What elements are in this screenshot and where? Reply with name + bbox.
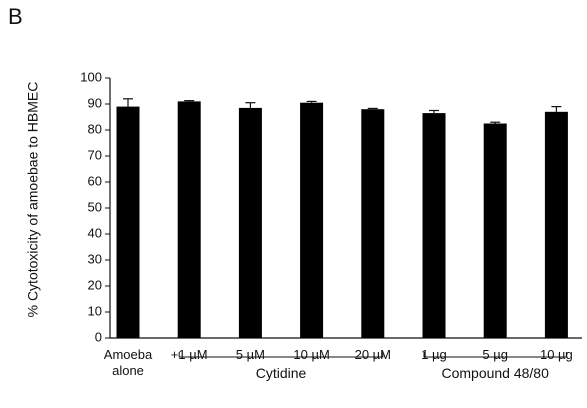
y-tick-label: 20: [88, 277, 102, 292]
y-tick-label: 60: [88, 173, 102, 188]
y-tick-label: 10: [88, 303, 102, 318]
y-tick-label: 80: [88, 121, 102, 136]
bar: [483, 123, 507, 338]
bar: [177, 101, 201, 339]
y-tick-label: 50: [88, 199, 102, 214]
bar: [422, 113, 446, 338]
bar: [116, 106, 140, 338]
x-tick-label: 10 µM: [293, 347, 330, 362]
bar: [238, 107, 262, 339]
y-tick-label: 0: [95, 329, 102, 344]
y-tick-label: 40: [88, 225, 102, 240]
group-label: Compound 48/80: [441, 365, 549, 381]
x-tick-label: 5 µg: [482, 347, 508, 362]
group-label: Cytidine: [255, 365, 307, 381]
panel-label: B: [8, 4, 23, 29]
group-bracket: [178, 352, 384, 358]
x-tick-label: 20 µM: [354, 347, 391, 362]
x-tick-label: 5 µM: [235, 347, 265, 362]
bar: [300, 102, 324, 338]
x-tick-label: 1 µg: [421, 347, 447, 362]
x-tick-label: 10 µg: [539, 347, 573, 362]
y-tick-label: 30: [88, 251, 102, 266]
y-tick-label: 90: [88, 95, 102, 110]
y-tick-label: 70: [88, 147, 102, 162]
group-bracket: [423, 352, 567, 358]
x-tick-label: +1 µM: [170, 347, 208, 362]
y-tick-label: 100: [80, 69, 102, 84]
bar: [544, 111, 568, 338]
x-tick-label: Amoeba alone: [103, 347, 153, 378]
bar: [361, 109, 385, 338]
